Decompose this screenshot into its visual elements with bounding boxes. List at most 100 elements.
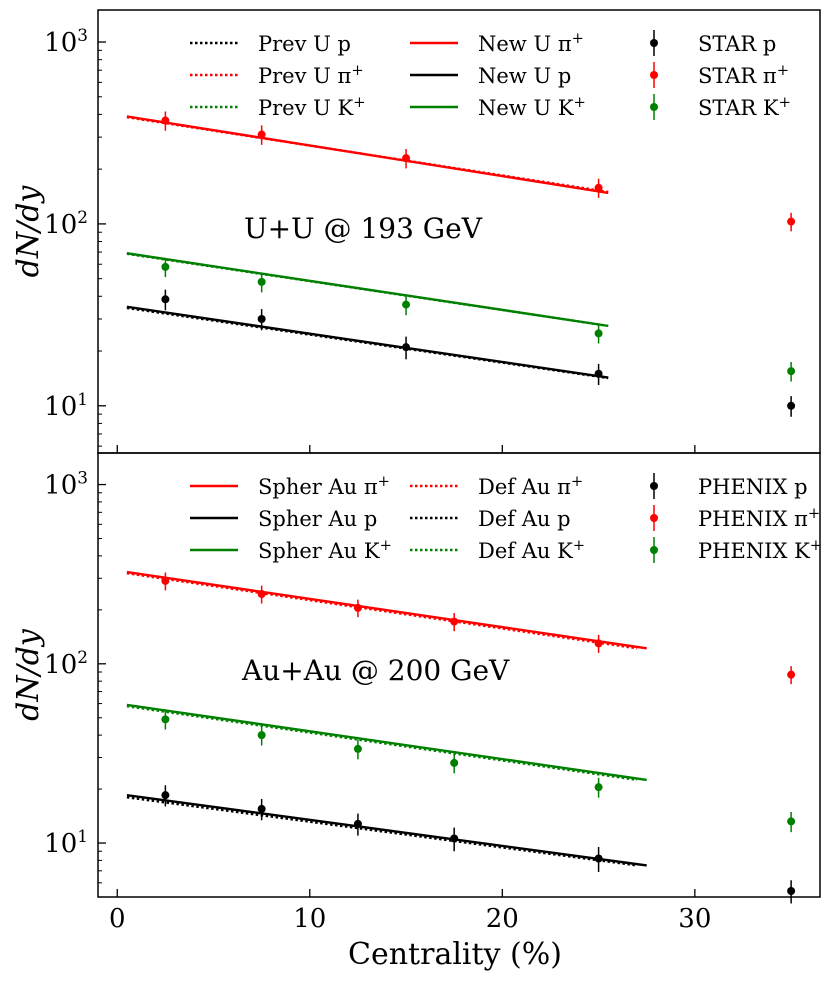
- curve-def-au-k-plus: [126, 705, 638, 782]
- data-point: [594, 639, 603, 648]
- data-point: [787, 217, 796, 226]
- x-axis-label: Centrality (%): [348, 937, 562, 972]
- legend-label: Def Au K+: [478, 537, 585, 564]
- data-point: [402, 300, 411, 309]
- x-tick-label: 20: [486, 904, 519, 934]
- legend-label: Prev U K+: [258, 94, 366, 121]
- data-point: [353, 744, 362, 753]
- legend-item-def-au-pi-plus: Def Au π+: [410, 473, 583, 500]
- points-phenix-k-plus: [161, 710, 796, 833]
- data-point: [402, 343, 411, 352]
- legend-item-star-k-plus: STAR K+: [650, 94, 791, 121]
- legend-label: Spher Au K+: [258, 537, 392, 564]
- data-point: [594, 369, 603, 378]
- minor-ticks: [98, 492, 102, 884]
- legend-marker: [650, 482, 658, 490]
- legend-item-spher-au-pi-plus: Spher Au π+: [190, 473, 390, 500]
- curve-def-au-p: [126, 796, 638, 867]
- legend-item-spher-au-p: Spher Au p: [190, 507, 377, 531]
- data-point: [257, 130, 266, 139]
- points-star-k-plus: [161, 257, 796, 382]
- data-point: [161, 262, 170, 271]
- legend-item-new-u-k-plus: New U K+: [410, 94, 586, 120]
- legend-label: STAR p: [698, 32, 776, 56]
- data-point: [450, 617, 459, 626]
- y-axis-label: dN/dy: [11, 628, 46, 721]
- data-point: [257, 804, 266, 813]
- curve-spher-au-k-plus: [126, 703, 647, 782]
- legend-label: New U π+: [478, 30, 584, 57]
- data-point: [161, 715, 170, 724]
- y-tick-label: 101: [44, 826, 88, 859]
- legend-marker: [650, 71, 658, 79]
- data-point: [353, 603, 362, 612]
- curve-new-u-p: [126, 305, 609, 379]
- curve-new-u-pi-plus: [126, 115, 609, 195]
- data-point: [161, 576, 170, 585]
- legend-marker: [650, 546, 658, 554]
- legend-item-phenix-pi-plus: PHENIX π+: [650, 505, 820, 532]
- legend-label: PHENIX K+: [698, 537, 822, 564]
- y-tick-label: 103: [44, 468, 88, 501]
- curve-spher-au-p: [126, 793, 647, 867]
- shared-x-axis: 0 10 20 30: [109, 904, 711, 934]
- data-point: [594, 329, 603, 338]
- legend-item-phenix-p: PHENIX p: [650, 473, 808, 499]
- data-point: [787, 887, 796, 896]
- bottom-panel: 101 102 103 dN/dy Au+Au @ 200 GeV Spher Au π+…: [11, 452, 822, 904]
- legend-label: STAR π+: [698, 62, 789, 89]
- legend-label: Spher Au p: [258, 507, 377, 531]
- data-point: [161, 116, 170, 125]
- legend-label: New U p: [478, 64, 571, 88]
- legend-label: STAR K+: [698, 94, 791, 121]
- y-tick-label: 102: [44, 207, 88, 240]
- legend-item-new-u-pi-plus: New U π+: [410, 30, 584, 57]
- data-point: [787, 817, 796, 826]
- y-tick-label: 101: [44, 389, 88, 422]
- legend: Prev U p Prev U π+ Prev U K+ New U π+ New U …: [190, 30, 791, 121]
- legend-item-phenix-k-plus: PHENIX K+: [650, 537, 822, 564]
- data-point: [787, 401, 796, 410]
- data-point: [450, 758, 459, 767]
- curve-spher-au-pi-plus: [126, 570, 647, 650]
- data-point: [787, 670, 796, 679]
- legend-marker: [650, 103, 658, 111]
- legend-label: Def Au π+: [478, 473, 583, 500]
- legend-label: Prev U p: [258, 32, 351, 56]
- legend-label: PHENIX p: [698, 475, 808, 499]
- data-point: [402, 154, 411, 163]
- points-star-p: [161, 289, 796, 417]
- legend-item-def-au-k-plus: Def Au K+: [410, 537, 585, 564]
- legend-marker: [650, 514, 658, 522]
- data-point: [594, 183, 603, 192]
- data-point: [353, 819, 362, 828]
- legend-item-prev-u-pi-plus: Prev U π+: [190, 62, 364, 88]
- y-tick-label: 103: [44, 25, 88, 58]
- data-point: [257, 277, 266, 286]
- x-tick-label: 0: [109, 904, 126, 934]
- legend-item-def-au-p: Def Au p: [410, 507, 571, 531]
- panel-annotation: U+U @ 193 GeV: [244, 212, 483, 245]
- legend-marker: [650, 39, 658, 47]
- points-phenix-p: [161, 785, 796, 904]
- y-tick-label: 102: [44, 647, 88, 680]
- legend-item-star-p: STAR p: [650, 30, 776, 56]
- legend-label: Spher Au π+: [258, 473, 390, 500]
- data-point: [257, 590, 266, 599]
- curve-new-u-k-plus: [126, 252, 609, 328]
- panel-annotation: Au+Au @ 200 GeV: [241, 654, 510, 687]
- data-point: [161, 295, 170, 304]
- data-point: [257, 731, 266, 740]
- legend-item-star-pi-plus: STAR π+: [650, 62, 789, 89]
- legend-label: Def Au p: [478, 507, 571, 531]
- plot-frame: [97, 452, 821, 898]
- legend-item-prev-u-k-plus: Prev U K+: [190, 94, 366, 121]
- y-axis-label: dN/dy: [11, 185, 46, 278]
- legend-label: PHENIX π+: [698, 505, 820, 532]
- data-point: [161, 791, 170, 800]
- minor-ticks: [98, 49, 102, 447]
- data-point: [787, 367, 796, 376]
- legend-item-new-u-p: New U p: [410, 64, 571, 88]
